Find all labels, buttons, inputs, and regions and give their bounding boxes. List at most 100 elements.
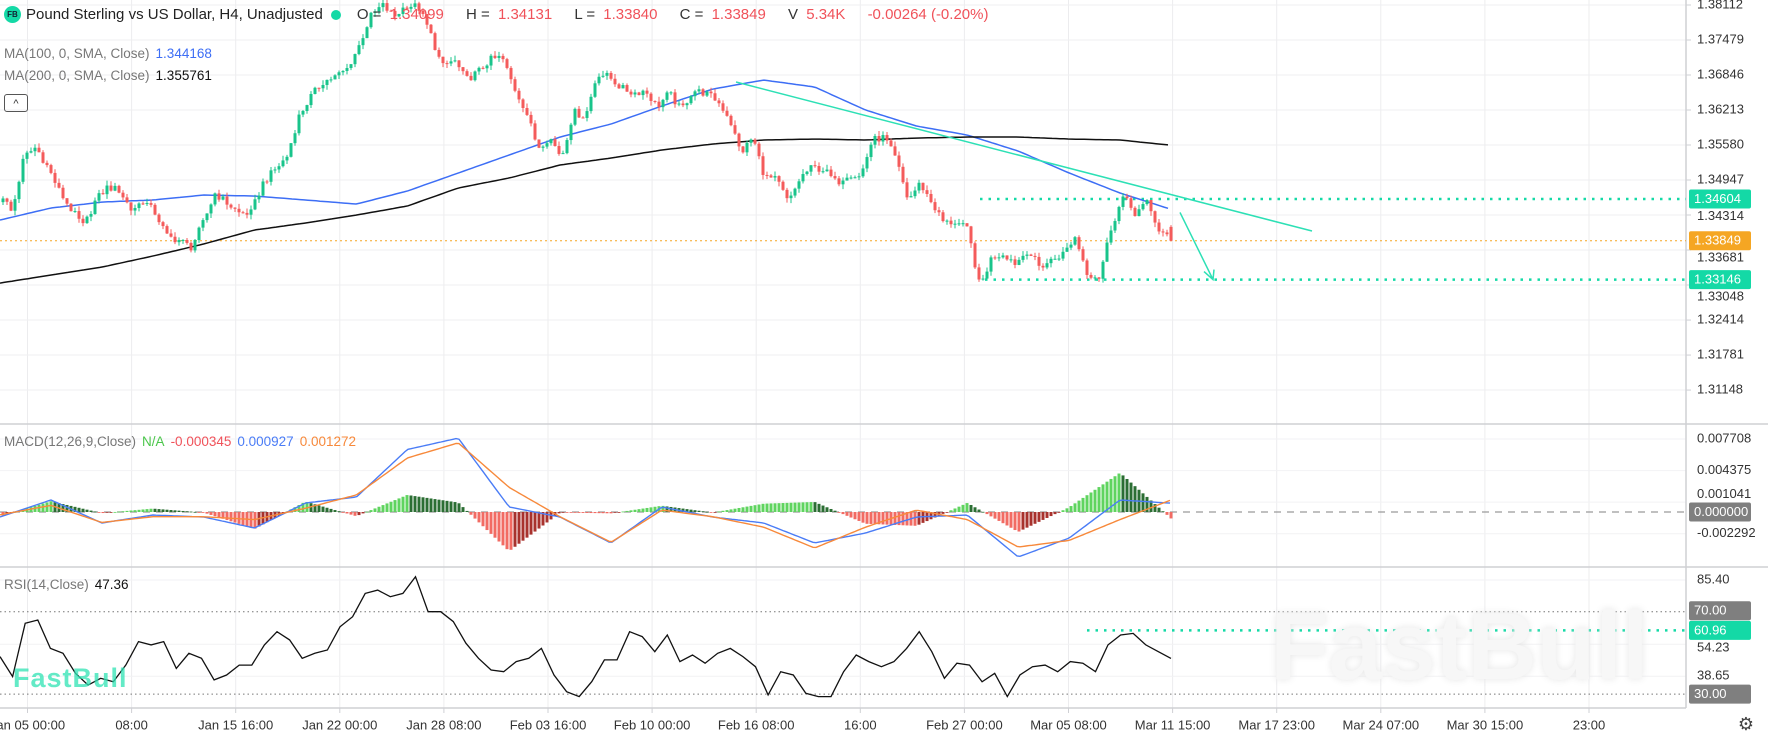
macd-histogram-bar [701,511,705,513]
candle [921,182,925,194]
candle [337,70,341,80]
macd-histogram-bar [121,511,125,513]
price-tick-label: 1.37479 [1697,31,1744,46]
rsi-badge-bg [1689,620,1751,640]
candle-body [757,143,761,157]
macd-histogram-bar [741,507,745,512]
macd-tick-label: 0.001041 [1697,486,1751,501]
candle [9,199,13,212]
candle [121,190,125,200]
candle-body [909,196,913,198]
candle [241,210,245,214]
macd-histogram-bar [1153,504,1157,512]
candle [233,207,237,213]
candle-body [905,182,909,198]
candle-body [145,203,149,205]
candle [757,141,761,160]
candle [765,171,769,180]
candle [561,150,565,155]
macd-signal-value: 0.001272 [299,434,356,449]
macd-histogram-bar [177,510,181,512]
candle [145,198,149,206]
candle-body [377,7,381,12]
axis-tick-labels: 1.38112 1.37479 1.36846 1.36213 1.35580 1.349… [1686,0,1756,683]
change-value: -0.00264 (-0.20%) [867,6,989,23]
candle [581,116,585,119]
candle [1085,258,1089,279]
rsi-legend[interactable]: RSI(14,Close) 47.36 [4,577,129,592]
candle [877,131,881,146]
candle-body [941,212,945,222]
candle [165,224,169,235]
candle [41,150,45,164]
candle [1105,237,1109,262]
macd-histogram-bar [665,506,669,512]
macd-histogram-bar [525,512,529,538]
candle [389,9,393,12]
candle-body [585,111,589,118]
rsi-tick-label: 85.40 [1697,571,1730,586]
macd-histogram-bar [461,507,465,512]
candle-body [13,199,17,211]
macd-histogram-bar [341,512,345,513]
candle-body [201,220,205,228]
candle-body [893,146,897,156]
time-axis-label: Jan 05 00:00 [0,717,65,732]
candle-body [9,201,13,211]
macd-histogram-bar [401,496,405,512]
candle [1153,210,1157,228]
macd-zero-badge-text: 0.000000 [1694,504,1748,519]
candle-body [957,223,961,225]
macd-histogram-bar [509,512,513,550]
candle-body [649,93,653,101]
macd-histogram-bar [1077,500,1081,512]
candle-body [469,75,473,81]
candle-body [785,189,789,199]
candle [901,163,905,184]
candle [457,60,461,72]
candle-body [761,156,765,175]
candle [453,55,457,63]
candle [697,85,701,95]
macd-histogram-bar [681,508,685,512]
macd-histogram-bar [877,512,881,525]
candle [577,105,581,119]
candle [897,151,901,172]
time-axis-label: Jan 28 08:00 [406,717,481,732]
candle-body [861,168,865,177]
collapse-legend-button[interactable]: ^ [4,94,28,112]
macd-histogram-bar [793,502,797,512]
candle-body [637,92,641,96]
macd-histogram-bar [589,512,593,514]
ma100-legend[interactable]: MA(100, 0, SMA, Close) 1.344168 [4,46,212,61]
candle [1001,252,1005,259]
candle-body [357,45,361,55]
macd-histogram-bar [757,504,761,512]
macd-histogram-bar [637,509,641,512]
candle [1,196,5,206]
candle-body [1045,263,1049,268]
close-value: 1.33849 [711,6,766,23]
price-tick-label: 1.33681 [1697,250,1744,265]
candle [245,208,249,219]
macd-legend[interactable]: MACD(12,26,9,Close) N/A -0.000345 0.000927 0… [4,434,356,449]
macd-histogram-bar [193,511,197,513]
macd-histogram-bar [209,512,213,515]
gear-icon[interactable]: ⚙ [1737,714,1754,734]
macd-histogram-bar [653,506,657,512]
macd-histogram-bar [1145,496,1149,512]
macd-histogram-bar [825,507,829,512]
candle-body [657,101,661,108]
candle [265,179,269,185]
macd-histogram-bar [913,512,917,526]
rsi-badge: 60.96 [1689,620,1751,640]
candle-body [113,185,117,191]
symbol-title[interactable]: Pound Sterling vs US Dollar, H4, Unadjus… [26,6,323,23]
close-label: C = [679,6,704,23]
open-value: 1.34099 [389,6,444,23]
candle [29,147,33,154]
macd-histogram-bar [561,512,565,513]
ma200-legend[interactable]: MA(200, 0, SMA, Close) 1.355761 [4,68,212,83]
candle [261,178,265,197]
